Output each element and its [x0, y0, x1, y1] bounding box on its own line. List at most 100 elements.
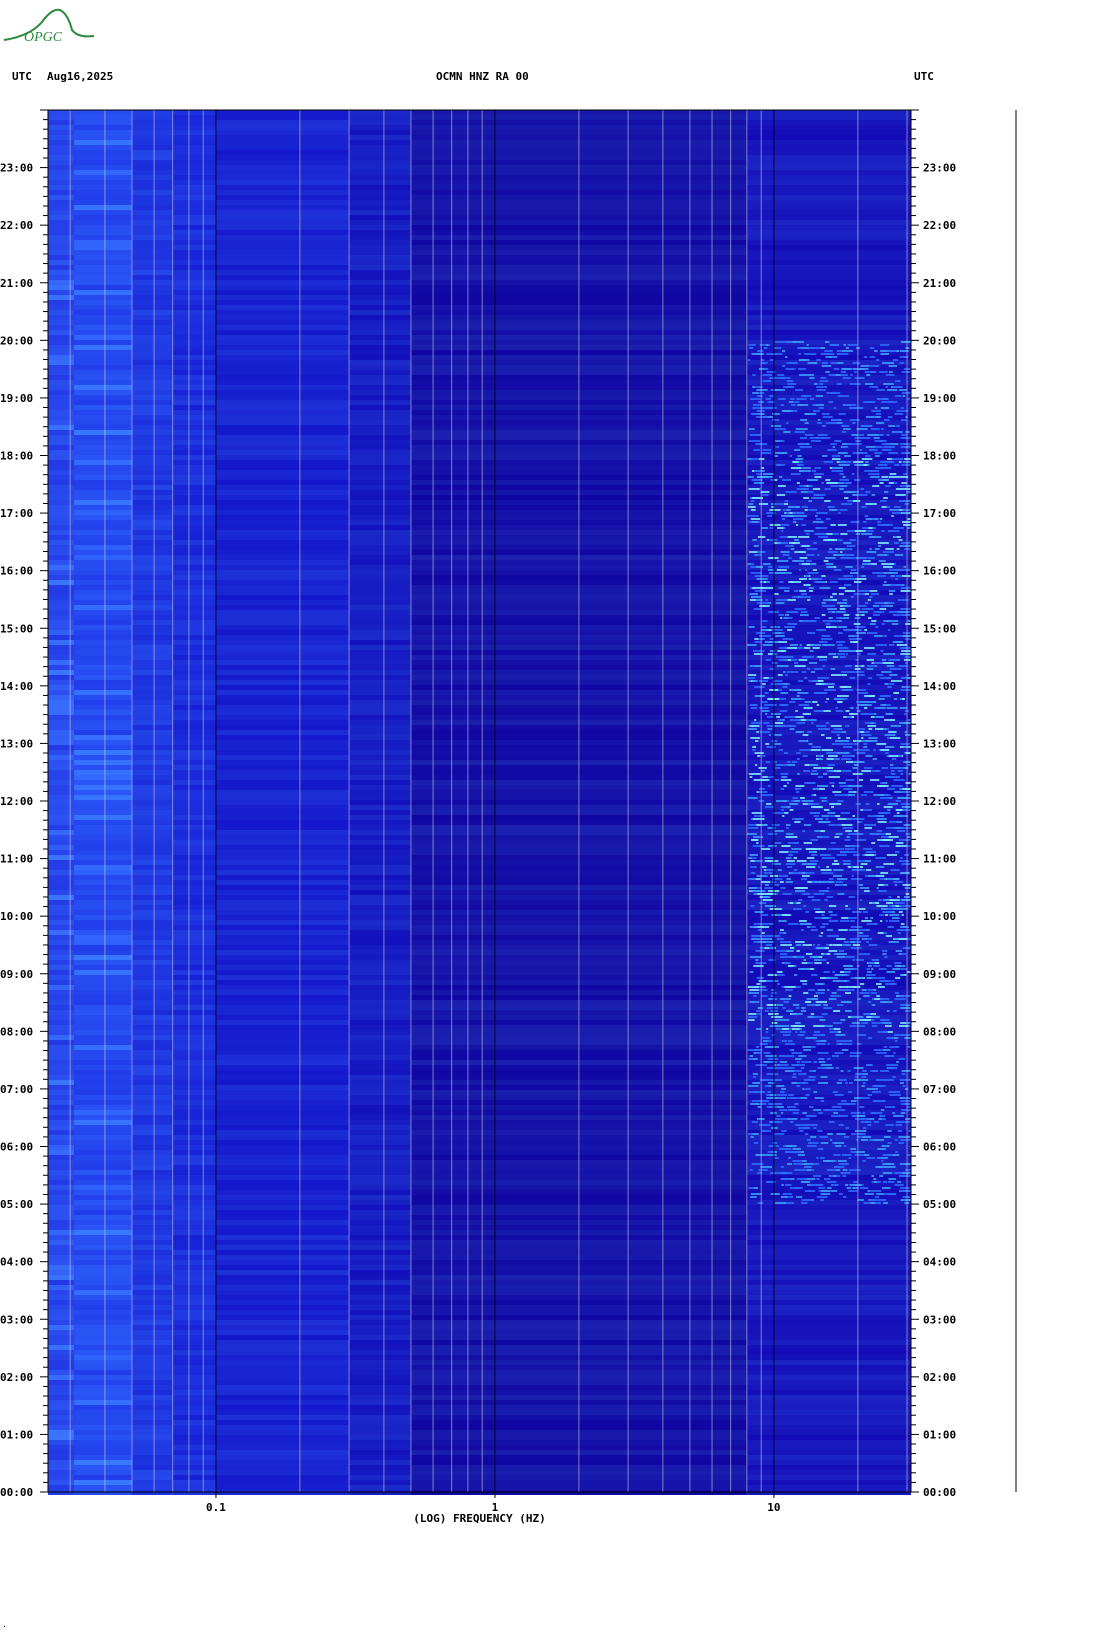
spectrogram-band [172, 1285, 216, 1290]
activity-streak [889, 1094, 901, 1096]
activity-streak [803, 992, 808, 994]
spectrogram-band [48, 640, 75, 645]
spectrogram-band [746, 1470, 911, 1475]
activity-streak [771, 713, 781, 715]
activity-streak [747, 1049, 754, 1051]
activity-streak [802, 620, 815, 622]
spectrogram-band [746, 320, 911, 325]
activity-streak [816, 1043, 826, 1045]
spectrogram-band [215, 1395, 350, 1400]
spectrogram-band [746, 1300, 911, 1305]
spectrogram-band [746, 1235, 911, 1240]
spectrogram-band [74, 1455, 132, 1460]
spectrogram-band [131, 370, 173, 375]
activity-streak [753, 482, 765, 484]
activity-streak [809, 590, 814, 592]
activity-streak [798, 1055, 807, 1057]
activity-streak [796, 695, 800, 697]
spectrogram-band [746, 1355, 911, 1360]
activity-streak [836, 854, 847, 856]
spectrogram-band [172, 940, 216, 945]
activity-streak [906, 491, 911, 493]
activity-streak [821, 857, 830, 859]
activity-streak [880, 980, 888, 982]
activity-streak [820, 854, 828, 856]
spectrogram-band [746, 1330, 911, 1335]
activity-streak [885, 833, 891, 835]
activity-streak [871, 977, 875, 979]
activity-streak [881, 659, 887, 661]
activity-streak [778, 587, 784, 589]
spectrogram-band [131, 405, 173, 410]
spectrogram-band [48, 535, 75, 540]
activity-streak [796, 1061, 801, 1063]
spectrogram-band [131, 280, 173, 285]
spectrogram-band [131, 205, 173, 210]
activity-streak [896, 410, 909, 412]
activity-streak [886, 1064, 898, 1066]
activity-streak [870, 623, 876, 625]
spectrogram-band [131, 1365, 173, 1370]
spectrogram-band [349, 1395, 411, 1400]
activity-streak [757, 443, 764, 445]
activity-streak [780, 1031, 792, 1033]
spectrogram-band [74, 345, 132, 350]
activity-streak [885, 935, 893, 937]
spectrogram-band [172, 590, 216, 595]
activity-streak [779, 536, 792, 538]
spectrogram-band [215, 1360, 350, 1365]
activity-streak [886, 1010, 890, 1012]
spectrogram-band [172, 1295, 216, 1300]
spectrogram-band [215, 390, 350, 395]
activity-streak [832, 980, 839, 982]
activity-streak [849, 1025, 857, 1027]
spectrogram-band [131, 1345, 173, 1350]
activity-streak [900, 1139, 911, 1141]
activity-streak [831, 467, 843, 469]
activity-streak [884, 1079, 894, 1081]
spectrogram-band [48, 985, 75, 990]
spectrogram-band [746, 580, 911, 585]
activity-streak [800, 491, 808, 493]
spectrogram-band [74, 1450, 132, 1455]
spectrogram-band [48, 370, 75, 375]
spectrogram-band [349, 365, 411, 370]
activity-streak [833, 728, 841, 730]
activity-streak [774, 572, 785, 574]
spectrogram-band [215, 1175, 350, 1180]
activity-streak [844, 497, 849, 499]
activity-streak [834, 1142, 845, 1144]
spectrogram-band [215, 960, 350, 965]
activity-streak [812, 1046, 816, 1048]
activity-streak [788, 725, 796, 727]
activity-streak [826, 752, 832, 754]
activity-streak [785, 512, 790, 514]
activity-streak [754, 752, 764, 754]
spectrogram-band [349, 870, 411, 875]
activity-streak [759, 470, 765, 472]
spectrogram-band [349, 895, 411, 900]
activity-streak [905, 752, 911, 754]
activity-streak [793, 341, 804, 343]
activity-streak [833, 407, 837, 409]
spectrogram-band [74, 1040, 132, 1045]
spectrogram-band [172, 510, 216, 515]
spectrogram-band [131, 385, 173, 390]
spectrogram-band [215, 155, 350, 160]
spectrogram-band [349, 1115, 411, 1120]
activity-streak [878, 560, 886, 562]
spectrogram-band [74, 490, 132, 495]
spectrogram-band [746, 950, 911, 955]
activity-streak [770, 1079, 782, 1081]
activity-streak [871, 527, 876, 529]
spectrogram-band [48, 1365, 75, 1370]
activity-streak [824, 341, 830, 343]
activity-streak [884, 1055, 895, 1057]
spectrogram-band [48, 1335, 75, 1340]
spectrogram-band [48, 765, 75, 770]
activity-streak [889, 899, 900, 901]
spectrogram-band [172, 435, 216, 440]
activity-streak [799, 557, 808, 559]
activity-streak [846, 836, 850, 838]
activity-streak [867, 683, 871, 685]
